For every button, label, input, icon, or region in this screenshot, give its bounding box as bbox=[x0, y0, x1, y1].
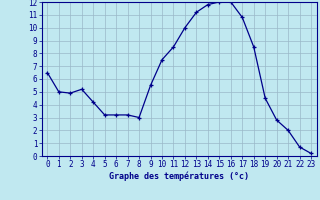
X-axis label: Graphe des températures (°c): Graphe des températures (°c) bbox=[109, 172, 249, 181]
